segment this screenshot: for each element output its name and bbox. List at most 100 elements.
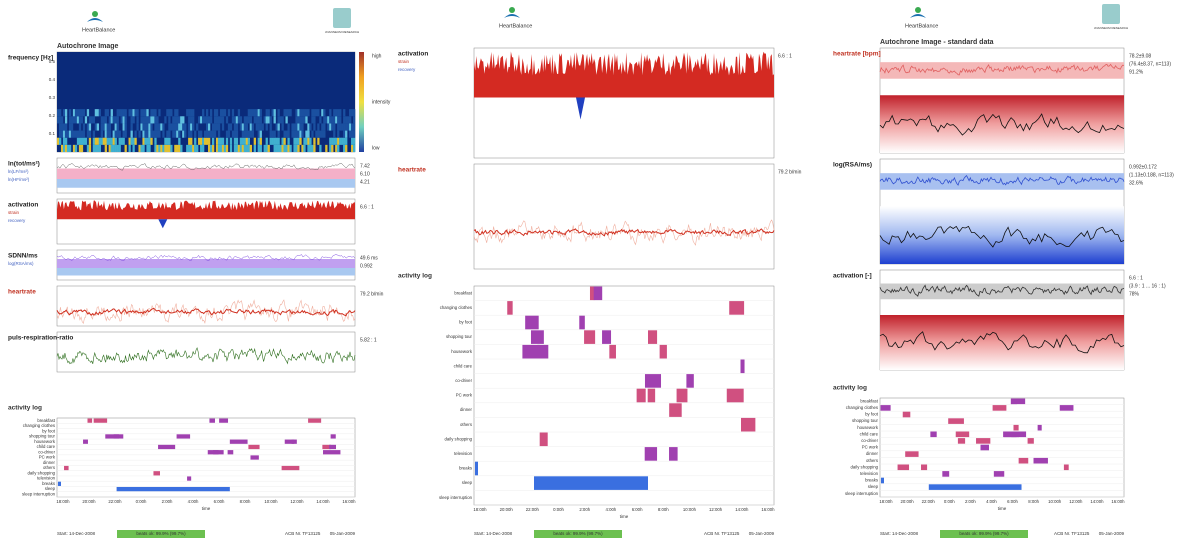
activity-block	[584, 330, 595, 344]
heatmap-cell	[63, 109, 65, 116]
heatmap-cell	[220, 116, 222, 123]
track-label: frequency [Hz]	[8, 55, 53, 62]
heatmap-cell	[125, 109, 127, 116]
heatmap-cell	[234, 145, 236, 152]
heatmap-cell	[287, 109, 289, 116]
heatmap-cell	[109, 131, 111, 138]
heatmap-cell	[123, 131, 125, 138]
heatmap-cell	[331, 138, 333, 145]
heatmap-cell	[266, 116, 268, 123]
heatmap-cell	[351, 138, 353, 145]
heatmap-cell	[325, 116, 327, 123]
heatmap-cell	[129, 138, 131, 145]
heatmap-cell	[79, 109, 81, 116]
heatmap-cell	[349, 116, 351, 123]
heatmap-cell	[83, 123, 85, 130]
heatmap-cell	[303, 145, 305, 152]
activity-category: breaks	[459, 466, 472, 471]
heatmap-cell	[65, 138, 67, 145]
heatmap-cell	[234, 116, 236, 123]
heatmap-cell	[61, 123, 63, 130]
heatmap-cell	[317, 138, 319, 145]
x-tick-label: 10:00h	[1048, 499, 1062, 504]
footer-start: Start: 14-Dec-2008	[880, 531, 919, 536]
partner-text: JOANNEUM RESEARCH	[1094, 26, 1128, 30]
heatmap-cell	[119, 109, 121, 116]
heatmap-cell	[351, 123, 353, 130]
activity-block	[540, 433, 548, 447]
x-tick-label: 6:00h	[214, 499, 225, 504]
heatmap-cell	[313, 145, 315, 152]
heatmap-cell	[222, 138, 224, 145]
heatmap-cell	[343, 131, 345, 138]
heatmap-cell	[69, 109, 71, 116]
heatmap-cell	[93, 145, 95, 152]
heatmap-cell	[146, 138, 148, 145]
heatmap-cell	[140, 123, 142, 130]
y-tick-label: 0.2	[49, 113, 56, 118]
heatmap-cell	[136, 123, 138, 130]
activity-category: daily shopping	[445, 436, 473, 441]
activity-block	[248, 445, 259, 449]
heatmap-cell	[71, 116, 73, 123]
heatmap-cell	[95, 145, 97, 152]
heatmap-cell	[194, 138, 196, 145]
heatmap-cell	[212, 123, 214, 130]
heatmap-cell	[63, 123, 65, 130]
heatmap-cell	[162, 145, 164, 152]
heatmap-cell	[109, 123, 111, 130]
heatmap-cell	[329, 138, 331, 145]
activity-category: television	[454, 451, 473, 456]
heatmap-cell	[351, 109, 353, 116]
heatmap-cell	[246, 116, 248, 123]
heatmap-cell	[280, 116, 282, 123]
heatmap-cell	[248, 145, 250, 152]
heatmap-cell	[283, 145, 285, 152]
heatmap-cell	[301, 109, 303, 116]
heatmap-cell	[337, 109, 339, 116]
y-tick-label: 0.4	[49, 77, 56, 82]
heatmap-cell	[192, 123, 194, 130]
heatmap-cell	[260, 116, 262, 123]
heatmap-cell	[297, 109, 299, 116]
heatmap-cell	[285, 116, 287, 123]
heatmap-cell	[105, 131, 107, 138]
heatmap-cell	[79, 131, 81, 138]
heatmap-cell	[202, 116, 204, 123]
heatmap-cell	[81, 131, 83, 138]
heatmap-cell	[295, 138, 297, 145]
heatmap-cell	[347, 116, 349, 123]
heatmap-cell	[254, 145, 256, 152]
heatmap-cell	[168, 145, 170, 152]
activity-block	[522, 345, 539, 359]
heatmap-cell	[256, 109, 258, 116]
heatmap-cell	[176, 123, 178, 130]
heatmap-cell	[335, 145, 337, 152]
heatmap-cell	[297, 131, 299, 138]
heatmap-cell	[87, 145, 89, 152]
heatmap-cell	[238, 145, 240, 152]
heatmap-cell	[230, 138, 232, 145]
heatmap-cell	[208, 131, 210, 138]
heatmap-cell	[287, 145, 289, 152]
heatmap-cell	[176, 145, 178, 152]
heatmap-cell	[164, 116, 166, 123]
heatmap-cell	[81, 109, 83, 116]
heatmap-cell	[278, 109, 280, 116]
heatmap-cell	[154, 138, 156, 145]
heatmap-cell	[313, 123, 315, 130]
heatmap-cell	[258, 109, 260, 116]
x-tick-label: 18:00h	[879, 499, 893, 504]
heatmap-cell	[301, 116, 303, 123]
heatmap-cell	[69, 116, 71, 123]
heatmap-cell	[353, 109, 355, 116]
breaks-block	[475, 462, 478, 476]
heatmap-cell	[176, 109, 178, 116]
x-tick-label: 22:00h	[526, 507, 540, 512]
heatmap-cell	[339, 123, 341, 130]
heatmap-cell	[73, 116, 75, 123]
heatmap-cell	[331, 123, 333, 130]
heatmap-cell	[353, 145, 355, 152]
heatmap-cell	[166, 138, 168, 145]
heatmap-cell	[156, 131, 158, 138]
